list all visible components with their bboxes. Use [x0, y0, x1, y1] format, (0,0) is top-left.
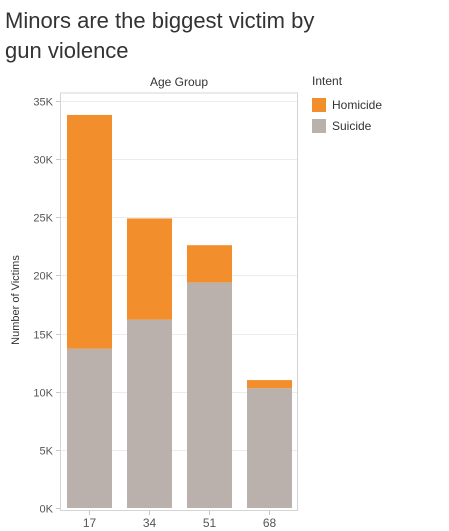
y-tick-label: 25K	[33, 213, 53, 225]
column-header-label: Age Group	[150, 75, 208, 89]
legend-swatch-suicide	[312, 119, 326, 133]
bar-suicide-68[interactable]	[247, 388, 292, 508]
bar-homicide-51[interactable]	[187, 245, 232, 283]
y-axis-label: Number of Victims	[10, 255, 22, 345]
y-tick-label: 35K	[33, 97, 53, 109]
bar-homicide-34[interactable]	[127, 218, 172, 320]
legend: Intent Homicide Suicide	[312, 74, 442, 137]
bar-homicide-17[interactable]	[67, 114, 112, 349]
x-axis: 17 34 51 68	[83, 511, 277, 530]
legend-label-suicide: Suicide	[332, 119, 372, 133]
y-tick-label: 30K	[33, 155, 53, 167]
bar-homicide-68[interactable]	[247, 380, 292, 389]
y-axis: 0K 5K 10K 15K 20K 25K 30K 35K	[33, 97, 60, 516]
x-tick-label: 51	[203, 516, 217, 530]
y-tick-label: 10K	[33, 388, 53, 400]
bar-suicide-51[interactable]	[187, 282, 232, 508]
legend-label-homicide: Homicide	[332, 98, 383, 112]
y-tick-label: 0K	[40, 504, 54, 516]
y-tick-label: 5K	[40, 446, 54, 458]
bar-suicide-34[interactable]	[127, 319, 172, 508]
bar-suicide-17[interactable]	[67, 348, 112, 508]
x-tick-label: 17	[83, 516, 97, 530]
legend-item-suicide[interactable]: Suicide	[312, 116, 442, 136]
y-tick-label: 15K	[33, 330, 53, 342]
chart-title: Minors are the biggest victim by gun vio…	[5, 8, 315, 63]
legend-title: Intent	[312, 74, 343, 88]
legend-swatch-homicide	[312, 98, 326, 112]
legend-item-homicide[interactable]: Homicide	[312, 95, 442, 115]
y-tick-label: 20K	[33, 271, 53, 283]
x-tick-label: 34	[143, 516, 157, 530]
bars	[67, 114, 292, 508]
x-tick-label: 68	[263, 516, 277, 530]
